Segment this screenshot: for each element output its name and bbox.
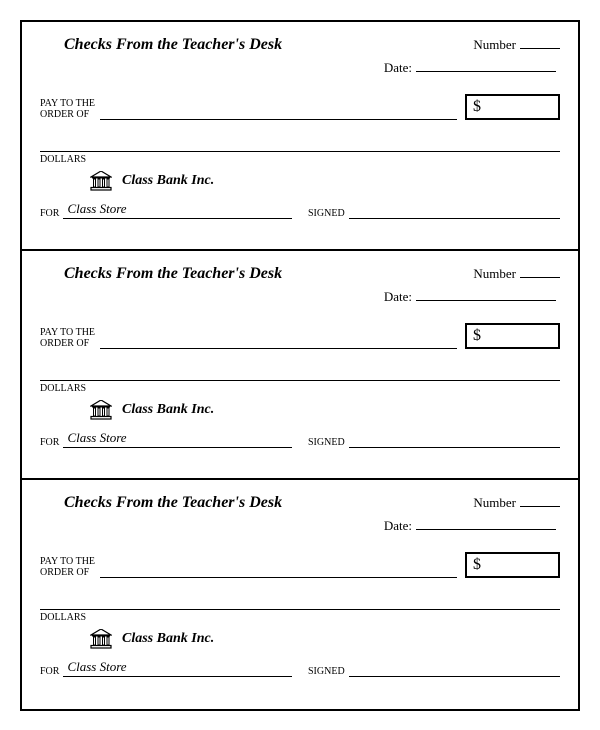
dollars-line[interactable] bbox=[40, 596, 560, 610]
check: Checks From the Teacher's Desk Number Da… bbox=[22, 22, 578, 251]
signed-label: SIGNED bbox=[308, 208, 345, 219]
bank-name: Class Bank Inc. bbox=[122, 631, 214, 647]
dollars-line[interactable] bbox=[40, 367, 560, 381]
check-title: Checks From the Teacher's Desk bbox=[64, 36, 282, 54]
number-field: Number bbox=[473, 266, 560, 282]
date-line[interactable] bbox=[416, 289, 556, 301]
bank-icon bbox=[90, 400, 112, 420]
dollars-label: DOLLARS bbox=[40, 612, 560, 623]
number-label: Number bbox=[473, 37, 516, 53]
signed-line[interactable] bbox=[349, 205, 560, 219]
amount-box[interactable]: $ bbox=[465, 552, 560, 578]
payto-label: PAY TO THE ORDER OF bbox=[40, 327, 100, 349]
number-field: Number bbox=[473, 37, 560, 53]
date-label: Date: bbox=[384, 289, 412, 305]
for-line[interactable]: Class Store bbox=[63, 430, 292, 448]
signed-line[interactable] bbox=[349, 434, 560, 448]
for-line[interactable]: Class Store bbox=[63, 659, 292, 677]
date-label: Date: bbox=[384, 518, 412, 534]
for-line[interactable]: Class Store bbox=[63, 201, 292, 219]
dollars-line[interactable] bbox=[40, 138, 560, 152]
currency-symbol: $ bbox=[473, 327, 481, 345]
signed-label: SIGNED bbox=[308, 666, 345, 677]
date-line[interactable] bbox=[416, 60, 556, 72]
payto-label: PAY TO THE ORDER OF bbox=[40, 98, 100, 120]
payto-label: PAY TO THE ORDER OF bbox=[40, 556, 100, 578]
check: Checks From the Teacher's Desk Number Da… bbox=[22, 480, 578, 709]
number-field: Number bbox=[473, 495, 560, 511]
check-title: Checks From the Teacher's Desk bbox=[64, 494, 282, 512]
for-label: FOR bbox=[40, 208, 59, 219]
currency-symbol: $ bbox=[473, 556, 481, 574]
number-line[interactable] bbox=[520, 37, 560, 49]
signed-label: SIGNED bbox=[308, 437, 345, 448]
number-line[interactable] bbox=[520, 266, 560, 278]
bank-name: Class Bank Inc. bbox=[122, 173, 214, 189]
date-line[interactable] bbox=[416, 518, 556, 530]
amount-box[interactable]: $ bbox=[465, 323, 560, 349]
check-title: Checks From the Teacher's Desk bbox=[64, 265, 282, 283]
payto-line[interactable] bbox=[100, 335, 457, 349]
number-label: Number bbox=[473, 266, 516, 282]
payto-line[interactable] bbox=[100, 564, 457, 578]
payto-line[interactable] bbox=[100, 106, 457, 120]
bank-icon bbox=[90, 171, 112, 191]
signed-line[interactable] bbox=[349, 663, 560, 677]
dollars-label: DOLLARS bbox=[40, 383, 560, 394]
date-label: Date: bbox=[384, 60, 412, 76]
amount-box[interactable]: $ bbox=[465, 94, 560, 120]
bank-icon bbox=[90, 629, 112, 649]
number-line[interactable] bbox=[520, 495, 560, 507]
bank-name: Class Bank Inc. bbox=[122, 402, 214, 418]
for-label: FOR bbox=[40, 666, 59, 677]
check-sheet: Checks From the Teacher's Desk Number Da… bbox=[20, 20, 580, 711]
number-label: Number bbox=[473, 495, 516, 511]
check: Checks From the Teacher's Desk Number Da… bbox=[22, 251, 578, 480]
currency-symbol: $ bbox=[473, 98, 481, 116]
dollars-label: DOLLARS bbox=[40, 154, 560, 165]
for-label: FOR bbox=[40, 437, 59, 448]
